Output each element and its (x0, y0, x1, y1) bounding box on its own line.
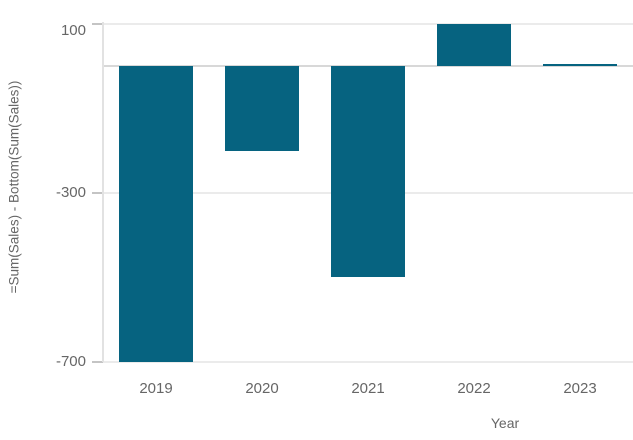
x-tick-label: 2023 (563, 380, 597, 397)
bar-2019[interactable] (119, 65, 193, 362)
y-tick-mark (92, 22, 103, 25)
bar-2023[interactable] (543, 63, 617, 66)
x-tick-label: 2019 (139, 380, 173, 397)
y-tick-mark (92, 361, 103, 363)
y-tick-label: 100 (60, 22, 86, 39)
y-gridline (103, 361, 633, 363)
y-axis-line (102, 22, 104, 362)
y-tick-mark (92, 191, 103, 194)
y-tick-label: -700 (55, 353, 86, 370)
x-axis-title: Year (490, 415, 520, 431)
x-tick-label: 2021 (351, 380, 385, 397)
x-tick-label: 2020 (245, 380, 279, 397)
bar-2021[interactable] (331, 65, 405, 278)
bar-2022[interactable] (437, 23, 511, 66)
y-tick-label: -300 (55, 183, 86, 201)
bar-2020[interactable] (225, 65, 299, 151)
x-tick-label: 2022 (457, 380, 491, 397)
y-gridline (103, 22, 633, 25)
